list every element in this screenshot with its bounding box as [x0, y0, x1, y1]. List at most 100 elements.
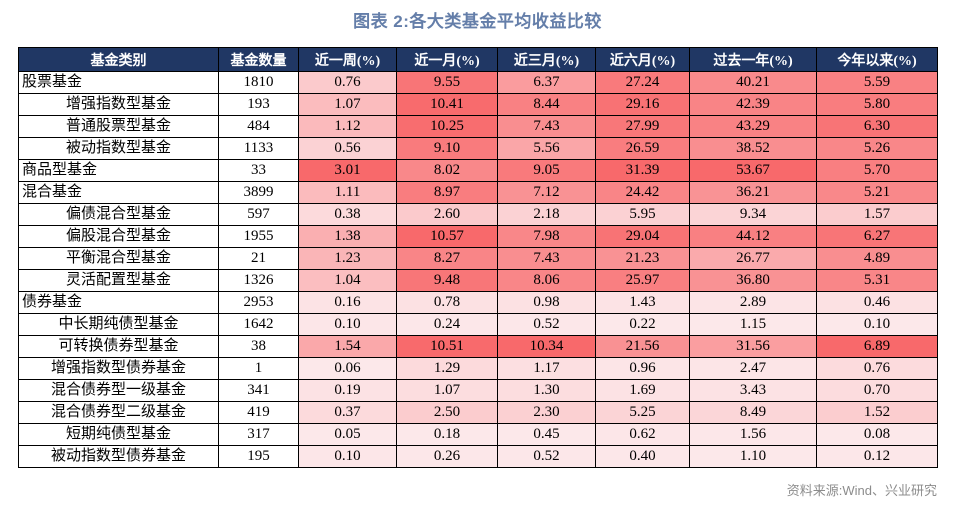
return-value-cell: 21.56 [595, 335, 690, 358]
return-value-cell: 29.16 [595, 93, 690, 116]
return-value-cell: 3.43 [689, 379, 817, 402]
return-value-cell: 8.97 [396, 181, 498, 204]
return-value-cell: 1.29 [396, 357, 498, 380]
return-value-cell: 43.29 [689, 115, 817, 138]
fund-category-cell: 偏股混合型基金 [18, 225, 219, 248]
return-value-cell: 26.59 [595, 137, 690, 160]
return-value-cell: 9.05 [497, 159, 596, 182]
return-value-cell: 0.38 [298, 203, 397, 226]
return-value-cell: 44.12 [689, 225, 817, 248]
table-row: 短期纯债型基金 317 0.05 0.18 0.45 0.62 1.56 0.08 [18, 423, 938, 446]
table-row: 可转换债券型基金 38 1.54 10.51 10.34 21.56 31.56 6.89 [18, 335, 938, 358]
table-row: 混合债券型一级基金 341 0.19 1.07 1.30 1.69 3.43 0.70 [18, 379, 938, 402]
table-row: 债券基金 2953 0.16 0.78 0.98 1.43 2.89 0.46 [18, 291, 938, 314]
figure-title: 图表 2:各大类基金平均收益比较 [353, 12, 602, 31]
return-value-cell: 7.98 [497, 225, 596, 248]
return-value-cell: 2.18 [497, 203, 596, 226]
fund-count-cell: 484 [218, 115, 299, 138]
fund-category-cell: 混合基金 [18, 181, 219, 204]
fund-category-cell: 可转换债券型基金 [18, 335, 219, 358]
fund-count-cell: 1326 [218, 269, 299, 292]
fund-category-cell: 增强指数型债券基金 [18, 357, 219, 380]
return-value-cell: 0.16 [298, 291, 397, 314]
fund-category-cell: 普通股票型基金 [18, 115, 219, 138]
table-row: 被动指数型基金 1133 0.56 9.10 5.56 26.59 38.52 5.26 [18, 137, 938, 160]
return-value-cell: 9.48 [396, 269, 498, 292]
fund-category-cell: 被动指数型债券基金 [18, 445, 219, 468]
table-row: 股票基金 1810 0.76 9.55 6.37 27.24 40.21 5.59 [18, 71, 938, 94]
return-value-cell: 1.23 [298, 247, 397, 270]
return-value-cell: 21.23 [595, 247, 690, 270]
return-value-cell: 0.46 [816, 291, 938, 314]
return-value-cell: 0.22 [595, 313, 690, 336]
return-value-cell: 31.56 [689, 335, 817, 358]
fund-category-cell: 增强指数型基金 [18, 93, 219, 116]
return-value-cell: 1.43 [595, 291, 690, 314]
table-row: 普通股票型基金 484 1.12 10.25 7.43 27.99 43.29 6.30 [18, 115, 938, 138]
fund-returns-table: 基金类别 基金数量 近一周(%) 近一月(%) 近三月(%) 近六月(%) 过去一年(%) 今… [18, 47, 938, 468]
return-value-cell: 5.59 [816, 71, 938, 94]
return-value-cell: 0.76 [298, 71, 397, 94]
return-value-cell: 6.27 [816, 225, 938, 248]
return-value-cell: 29.04 [595, 225, 690, 248]
return-value-cell: 9.55 [396, 71, 498, 94]
return-value-cell: 0.10 [298, 313, 397, 336]
return-value-cell: 0.08 [816, 423, 938, 446]
return-value-cell: 1.07 [298, 93, 397, 116]
return-value-cell: 5.70 [816, 159, 938, 182]
table-row: 增强指数型基金 193 1.07 10.41 8.44 29.16 42.39 5.80 [18, 93, 938, 116]
return-value-cell: 1.12 [298, 115, 397, 138]
return-value-cell: 3.01 [298, 159, 397, 182]
return-value-cell: 0.05 [298, 423, 397, 446]
fund-count-cell: 1133 [218, 137, 299, 160]
return-value-cell: 0.06 [298, 357, 397, 380]
fund-category-cell: 短期纯债型基金 [18, 423, 219, 446]
table-row: 平衡混合型基金 21 1.23 8.27 7.43 21.23 26.77 4.89 [18, 247, 938, 270]
return-value-cell: 5.25 [595, 401, 690, 424]
return-value-cell: 8.44 [497, 93, 596, 116]
return-value-cell: 1.38 [298, 225, 397, 248]
return-value-cell: 0.62 [595, 423, 690, 446]
return-value-cell: 1.04 [298, 269, 397, 292]
return-value-cell: 8.27 [396, 247, 498, 270]
return-value-cell: 8.49 [689, 401, 817, 424]
return-value-cell: 31.39 [595, 159, 690, 182]
return-value-cell: 0.78 [396, 291, 498, 314]
return-value-cell: 1.07 [396, 379, 498, 402]
fund-count-cell: 1 [218, 357, 299, 380]
fund-count-cell: 1955 [218, 225, 299, 248]
return-value-cell: 1.57 [816, 203, 938, 226]
fund-count-cell: 21 [218, 247, 299, 270]
fund-count-cell: 341 [218, 379, 299, 402]
return-value-cell: 4.89 [816, 247, 938, 270]
return-value-cell: 36.21 [689, 181, 817, 204]
return-value-cell: 2.50 [396, 401, 498, 424]
return-value-cell: 0.56 [298, 137, 397, 160]
return-value-cell: 5.56 [497, 137, 596, 160]
return-value-cell: 6.37 [497, 71, 596, 94]
fund-count-cell: 33 [218, 159, 299, 182]
return-value-cell: 10.34 [497, 335, 596, 358]
return-value-cell: 27.24 [595, 71, 690, 94]
fund-category-cell: 混合债券型二级基金 [18, 401, 219, 424]
fund-category-cell: 偏债混合型基金 [18, 203, 219, 226]
return-value-cell: 0.12 [816, 445, 938, 468]
fund-count-cell: 419 [218, 401, 299, 424]
fund-category-cell: 混合债券型一级基金 [18, 379, 219, 402]
return-value-cell: 36.80 [689, 269, 817, 292]
table-row: 偏股混合型基金 1955 1.38 10.57 7.98 29.04 44.12 6.27 [18, 225, 938, 248]
table-row: 混合基金 3899 1.11 8.97 7.12 24.42 36.21 5.21 [18, 181, 938, 204]
return-value-cell: 38.52 [689, 137, 817, 160]
source-note: 资料来源:Wind、兴业研究 [786, 483, 937, 498]
return-value-cell: 0.45 [497, 423, 596, 446]
return-value-cell: 1.52 [816, 401, 938, 424]
column-header-2: 近一周(%) [298, 47, 397, 72]
column-header-1: 基金数量 [218, 47, 299, 72]
return-value-cell: 0.10 [816, 313, 938, 336]
column-header-5: 近六月(%) [595, 47, 690, 72]
return-value-cell: 0.26 [396, 445, 498, 468]
fund-count-cell: 2953 [218, 291, 299, 314]
return-value-cell: 7.12 [497, 181, 596, 204]
return-value-cell: 0.18 [396, 423, 498, 446]
return-value-cell: 10.51 [396, 335, 498, 358]
